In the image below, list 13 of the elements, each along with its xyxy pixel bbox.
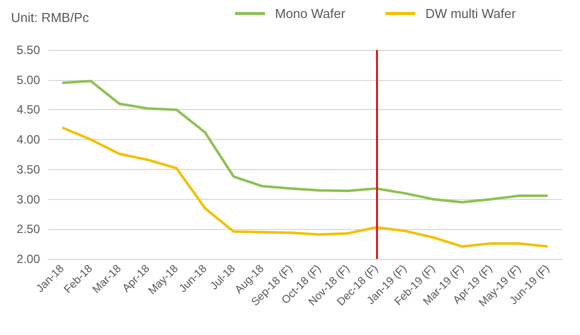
y-tick-label: 3.00 bbox=[16, 192, 40, 206]
y-tick-label: 5.50 bbox=[16, 43, 40, 57]
legend-label: Mono Wafer bbox=[275, 6, 346, 21]
legend-label: DW multi Wafer bbox=[425, 6, 517, 21]
y-tick-label: 3.50 bbox=[16, 162, 40, 176]
line-series bbox=[61, 126, 549, 248]
line-series bbox=[61, 80, 549, 204]
y-tick-label: 5.00 bbox=[16, 72, 40, 87]
y-axis-title: Unit: RMB/Pc bbox=[11, 10, 90, 25]
y-tick-label: 2.50 bbox=[16, 222, 40, 236]
y-tick-label: 4.00 bbox=[16, 132, 40, 147]
y-tick-label: 4.50 bbox=[16, 102, 40, 117]
y-tick-label: 2.00 bbox=[16, 252, 40, 266]
